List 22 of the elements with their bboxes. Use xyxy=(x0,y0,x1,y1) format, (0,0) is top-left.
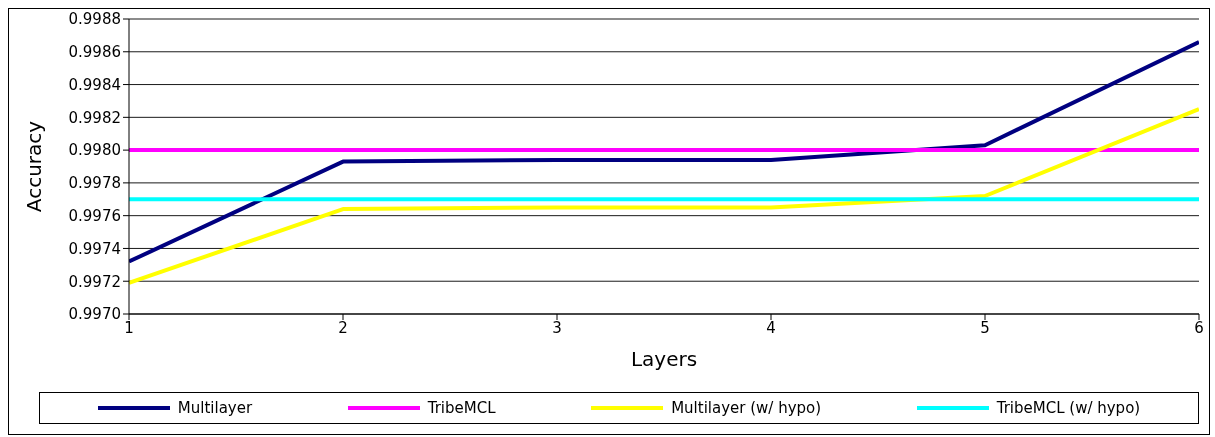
y-tick-label: 0.9986 xyxy=(68,43,121,62)
x-tick-label: 5 xyxy=(980,318,990,337)
x-tick-label: 3 xyxy=(552,318,562,337)
x-tick-label: 1 xyxy=(124,318,134,337)
x-tick-label: 6 xyxy=(1194,318,1204,337)
legend-label: TribeMCL xyxy=(427,399,496,417)
legend-label: TribeMCL (w/ hypo) xyxy=(996,399,1141,417)
legend-label: Multilayer (w/ hypo) xyxy=(671,399,822,417)
x-tick-label: 4 xyxy=(766,318,776,337)
x-axis-title: Layers xyxy=(630,347,698,371)
x-tick-label: 2 xyxy=(338,318,348,337)
y-tick-label: 0.9976 xyxy=(68,206,121,225)
y-tick-label: 0.9980 xyxy=(68,141,121,160)
y-tick-label: 0.9970 xyxy=(68,305,121,324)
legend-label: Multilayer xyxy=(177,399,253,417)
y-tick-label: 0.9978 xyxy=(68,174,121,193)
y-tick-label: 0.9982 xyxy=(68,108,121,127)
y-tick-label: 0.9988 xyxy=(68,10,121,29)
y-tick-label: 0.9984 xyxy=(68,75,121,94)
y-tick-label: 0.9974 xyxy=(68,239,121,258)
y-axis-title: Accuracy xyxy=(22,120,47,213)
y-tick-label: 0.9972 xyxy=(68,272,121,291)
